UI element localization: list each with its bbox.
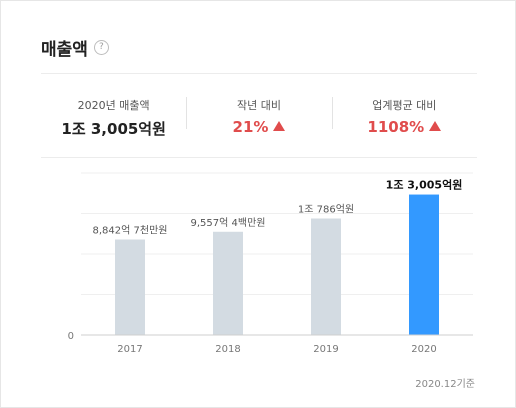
stat-value: 21% — [232, 118, 269, 136]
stat-label: 업계평균 대비 — [372, 99, 437, 112]
stat-value-wrap: 21% — [186, 118, 331, 136]
section-title: 매출액 ? — [41, 35, 109, 60]
x-tick-label: 2019 — [313, 344, 338, 355]
stat-value: 1108% — [367, 118, 425, 136]
data-label: 8,842억 7천만원 — [93, 224, 168, 236]
up-triangle-icon — [429, 121, 442, 131]
top-divider — [41, 73, 477, 74]
footnote: 2020.12기준 — [415, 379, 475, 390]
stat-yoy: 작년 대비 21% — [186, 91, 331, 147]
stat-label: 2020년 매출액 — [77, 99, 150, 112]
help-icon[interactable]: ? — [93, 40, 109, 55]
stat-label: 작년 대비 — [237, 99, 281, 112]
bar-2018 — [213, 231, 243, 335]
up-triangle-icon — [273, 121, 286, 131]
stat-revenue-2020: 2020년 매출액 1조 3,005억원 — [41, 91, 186, 147]
summary-stats: 2020년 매출액 1조 3,005억원 작년 대비 21% 업계평균 대비 1… — [41, 91, 477, 147]
x-tick-label: 2018 — [215, 344, 240, 355]
bar-2019 — [311, 218, 341, 335]
x-tick-label: 2020 — [411, 344, 436, 355]
data-label: 1조 3,005억원 — [386, 178, 463, 192]
bar-2020 — [409, 194, 439, 335]
stat-value: 1조 3,005억원 — [61, 120, 166, 138]
x-tick-label: 2017 — [117, 344, 142, 355]
mid-divider — [41, 157, 477, 158]
data-label: 9,557억 4백만원 — [191, 217, 266, 229]
data-label: 1조 786억원 — [298, 204, 354, 216]
y-tick-label: 0 — [68, 331, 74, 342]
section-title-text: 매출액 — [41, 40, 88, 60]
bar-2017 — [115, 239, 145, 335]
revenue-bar-chart: 0 8,842억 7천만원 2017 9,557억 4백만원 2018 1조 786억원 2… — [68, 172, 473, 355]
stat-vs-industry: 업계평균 대비 1108% — [331, 91, 477, 147]
stat-value-wrap: 1108% — [332, 118, 477, 136]
